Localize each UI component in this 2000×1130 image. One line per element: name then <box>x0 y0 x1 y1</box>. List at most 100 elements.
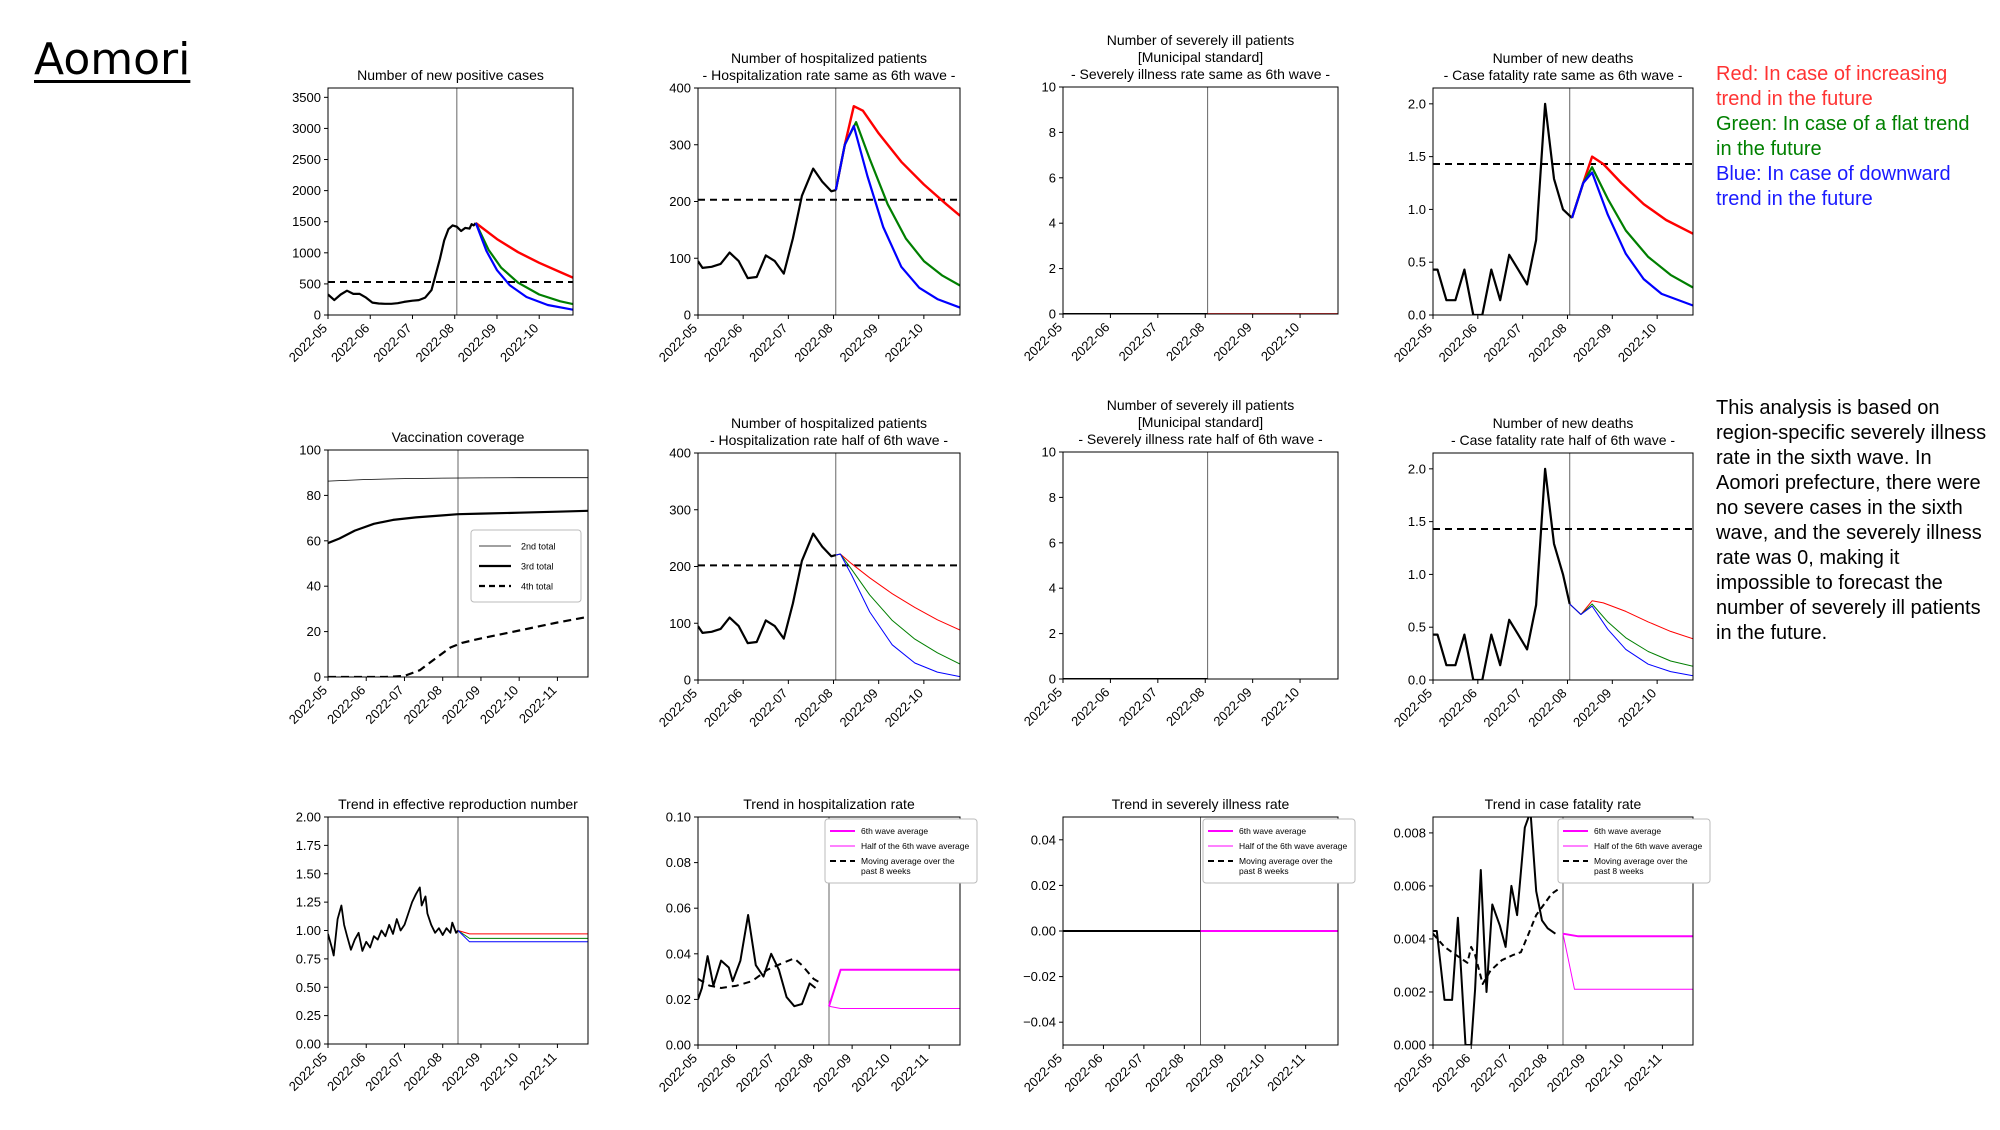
x-tick-label: 2022-10 <box>477 683 521 727</box>
chart-title-line: Trend in effective reproduction number <box>338 796 578 812</box>
series-line-flat <box>835 553 960 665</box>
y-tick-label: 0.04 <box>1031 832 1056 847</box>
x-tick-label: 2022-08 <box>1525 686 1569 730</box>
x-tick-label: 2022-08 <box>771 1051 815 1095</box>
x-tick-label: 2022-05 <box>1021 1051 1065 1095</box>
x-tick-label: 2022-08 <box>400 683 444 727</box>
plot-frame <box>1432 452 1694 681</box>
y-tick-label: 1.50 <box>296 866 321 881</box>
y-tick-label: 0.04 <box>666 946 691 961</box>
series-line-half-of-6th-wave-average <box>828 1005 960 1009</box>
series-line-4th-total <box>328 615 588 677</box>
plot-frame <box>327 449 589 678</box>
chart-severely-ill-same-rate: Number of severely ill patients [Municipa… <box>1005 25 1358 399</box>
x-tick-label: 2022-07 <box>1116 685 1160 729</box>
x-tick-label: 2022-09 <box>836 321 880 365</box>
x-tick-label: 2022-05 <box>656 686 700 730</box>
x-tick-label: 2022-09 <box>1210 320 1254 364</box>
series-line-observed <box>698 532 837 645</box>
plot-area <box>1063 817 1338 1045</box>
chart-case-fatality-rate: Trend in case fatality rate 0.000 0.002 0.0… <box>1375 785 1713 1130</box>
plot-area <box>328 817 588 1044</box>
y-tick-label: 0.00 <box>1031 924 1056 939</box>
y-tick-label: 0.02 <box>1031 878 1056 893</box>
legend-label: Half of the 6th wave average <box>1594 841 1702 851</box>
x-tick-label: 2022-06 <box>328 321 372 365</box>
y-tick-label: 0 <box>684 308 691 323</box>
plot-area <box>698 817 960 1045</box>
chart-title-line: - Hospitalization rate same as 6th wave … <box>703 67 956 83</box>
plot-area <box>328 450 588 677</box>
plot-area <box>1433 453 1693 680</box>
y-tick-label: 0.0 <box>1408 673 1426 688</box>
y-tick-label: 1.00 <box>296 923 321 938</box>
legend-box <box>470 529 582 603</box>
y-tick-label: 2 <box>1049 261 1056 276</box>
legend-label: Moving average over the past 8 weeks <box>1594 856 1688 876</box>
series-line-flat <box>1569 603 1693 667</box>
y-tick-label: 0.006 <box>1393 878 1426 893</box>
x-tick-label: 2022-06 <box>1068 685 1112 729</box>
y-tick-label: 0.75 <box>296 951 321 966</box>
x-tick-label: 2022-07 <box>362 683 406 727</box>
series-line-6th-wave-average <box>828 968 960 1007</box>
y-tick-label: 300 <box>669 502 691 517</box>
plot-frame <box>1062 86 1339 315</box>
x-tick-label: 2022-05 <box>286 683 330 727</box>
x-tick-label: 2022-09 <box>1544 1051 1588 1095</box>
y-tick-label: 0.25 <box>296 1008 321 1023</box>
y-tick-label: 60 <box>307 533 321 548</box>
chart-title-line: Trend in case fatality rate <box>1485 796 1642 812</box>
chart-title-line: Number of hospitalized patients <box>731 50 927 66</box>
y-tick-label: 1.5 <box>1408 149 1426 164</box>
y-tick-label: 2.00 <box>296 810 321 825</box>
x-tick-label: 2022-10 <box>1223 1051 1267 1095</box>
series-line-3rd-total <box>328 509 588 545</box>
chart-svg: Number of hospitalized patients- Hospita… <box>656 50 961 365</box>
legend-label: Half of the 6th wave average <box>1239 841 1347 851</box>
y-tick-label: 2.0 <box>1408 96 1426 111</box>
series-line-observed <box>698 167 837 280</box>
chart-hospitalized-same-rate: Number of hospitalized patients - Hospita… <box>640 40 980 400</box>
y-tick-label: 6 <box>1049 535 1056 550</box>
x-tick-label: 2022-10 <box>497 321 541 365</box>
y-tick-label: 400 <box>669 81 691 96</box>
chart-vaccination-coverage: Vaccination coverage 0 20 40 60 80 100 2022-05 2… <box>270 420 608 762</box>
y-tick-label: 0.002 <box>1393 984 1426 999</box>
y-tick-label: 3500 <box>292 90 321 105</box>
y-tick-label: −0.02 <box>1023 969 1056 984</box>
plot-frame <box>1062 451 1339 680</box>
y-tick-label: 2.0 <box>1408 461 1426 476</box>
x-tick-label: 2022-10 <box>1582 1051 1626 1095</box>
y-tick-label: 0.0 <box>1408 308 1426 323</box>
x-tick-label: 2022-05 <box>286 1050 330 1094</box>
x-tick-label: 2022-10 <box>882 321 926 365</box>
y-tick-label: 1500 <box>292 214 321 229</box>
chart-hospitalization-rate: Trend in hospitalization rate 0.00 0.02 0.0… <box>640 785 980 1130</box>
x-tick-label: 2022-05 <box>1391 321 1435 365</box>
plot-area <box>698 453 960 680</box>
plot-frame <box>697 816 961 1046</box>
x-tick-label: 2022-07 <box>1467 1051 1511 1095</box>
y-tick-label: 4 <box>1049 216 1056 231</box>
y-tick-label: 2500 <box>292 152 321 167</box>
y-tick-label: 0 <box>314 308 321 323</box>
chart-new-deaths-same-rate: Number of new deaths - Case fatality rate… <box>1375 40 1713 400</box>
x-tick-label: 2022-09 <box>810 1051 854 1095</box>
y-tick-label: 4 <box>1049 581 1056 596</box>
x-tick-label: 2022-08 <box>1163 320 1207 364</box>
x-tick-label: 2022-06 <box>1436 321 1480 365</box>
x-tick-label: 2022-05 <box>1391 686 1435 730</box>
y-tick-label: 0 <box>1049 672 1056 687</box>
chart-svg: Number of severely ill patients[Municipa… <box>1021 397 1339 729</box>
x-tick-label: 2022-08 <box>1505 1051 1549 1095</box>
plot-frame <box>1432 87 1694 316</box>
x-tick-label: 2022-05 <box>1021 685 1065 729</box>
x-tick-label: 2022-05 <box>1391 1051 1435 1095</box>
chart-title-line: - Case fatality rate same as 6th wave - <box>1444 67 1683 83</box>
x-tick-label: 2022-10 <box>1615 321 1659 365</box>
chart-svg: Trend in case fatality rate 0.000 0.002 0.0… <box>1391 796 1711 1095</box>
chart-svg: Number of new deaths- Case fatality rate… <box>1391 50 1694 365</box>
x-tick-label: 2022-07 <box>746 686 790 730</box>
y-tick-label: 40 <box>307 579 321 594</box>
